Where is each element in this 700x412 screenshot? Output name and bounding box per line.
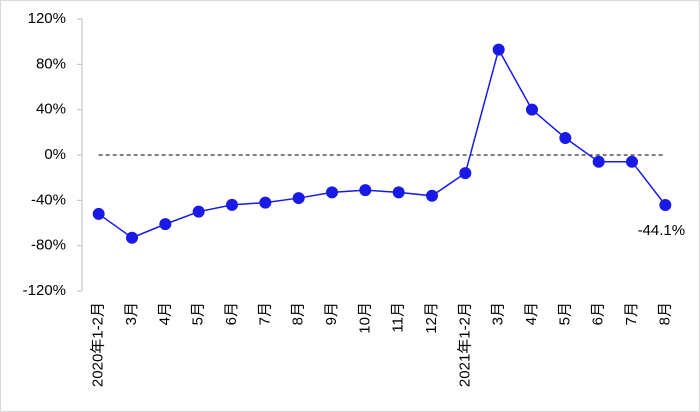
y-tick-label: -120% bbox=[23, 282, 66, 299]
marker bbox=[426, 189, 438, 202]
marker bbox=[359, 184, 372, 197]
x-tick-label: 5月 bbox=[190, 302, 207, 325]
y-tick-label: 40% bbox=[36, 101, 66, 118]
marker bbox=[392, 186, 405, 199]
x-tick-label: 8月 bbox=[290, 302, 307, 325]
x-tick-label: 9月 bbox=[323, 302, 340, 325]
x-tick-label: 8月 bbox=[656, 302, 673, 325]
y-tick-label: -80% bbox=[31, 237, 66, 254]
marker bbox=[126, 231, 138, 244]
x-tick-label: 3月 bbox=[490, 302, 507, 325]
x-tick-label: 5月 bbox=[556, 302, 573, 325]
y-tick-label: 0% bbox=[44, 146, 66, 163]
y-tick-label: -40% bbox=[31, 191, 66, 208]
data-label: -44.1% bbox=[638, 222, 686, 239]
marker bbox=[559, 132, 572, 144]
x-tick-label: 4月 bbox=[523, 302, 540, 325]
x-tick-label: 3月 bbox=[123, 302, 140, 325]
x-tick-label: 11月 bbox=[390, 302, 407, 333]
marker bbox=[526, 103, 538, 116]
x-tick-label: 12月 bbox=[423, 302, 440, 334]
marker bbox=[259, 196, 272, 209]
marker bbox=[626, 155, 638, 168]
marker bbox=[192, 205, 205, 218]
marker bbox=[592, 155, 605, 168]
x-tick-label: 6月 bbox=[223, 302, 240, 325]
x-tick-label: 2021年1-2月 bbox=[456, 302, 473, 387]
x-tick-label: 10月 bbox=[356, 302, 373, 334]
marker bbox=[459, 167, 472, 180]
x-tick-label: 7月 bbox=[623, 302, 640, 325]
marker bbox=[326, 186, 338, 199]
marker bbox=[292, 192, 305, 205]
marker bbox=[226, 198, 238, 211]
y-tick-label: 120% bbox=[28, 10, 66, 27]
marker bbox=[92, 207, 105, 220]
marker bbox=[659, 198, 672, 211]
x-tick-label: 2020年1-2月 bbox=[90, 302, 107, 387]
x-tick-label: 7月 bbox=[256, 302, 273, 325]
x-tick-label: 4月 bbox=[156, 302, 173, 325]
x-tick-label: 6月 bbox=[590, 302, 607, 325]
marker bbox=[492, 43, 505, 56]
y-tick-label: 80% bbox=[36, 55, 66, 72]
marker bbox=[159, 218, 172, 231]
